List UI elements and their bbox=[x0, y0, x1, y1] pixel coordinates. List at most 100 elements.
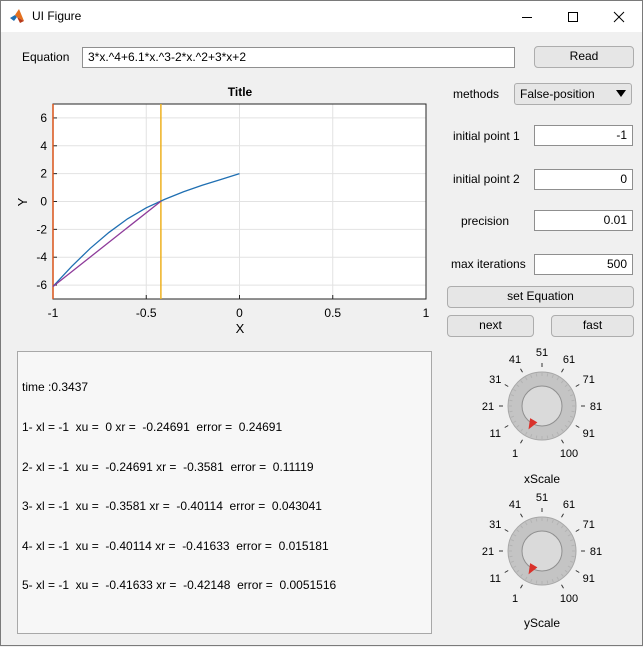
fast-button[interactable]: fast bbox=[551, 315, 634, 337]
knob-grip bbox=[556, 522, 559, 526]
initial-point-1-input[interactable]: -1 bbox=[534, 125, 633, 146]
knob-grip bbox=[570, 394, 574, 397]
iterations-log[interactable]: time :0.3437 1- xl = -1 xu = 0 xr = -0.2… bbox=[17, 351, 432, 634]
knob-grip bbox=[510, 539, 514, 542]
knob-grip bbox=[530, 434, 533, 438]
title-bar: UI Figure bbox=[1, 1, 642, 32]
knob-grip bbox=[510, 560, 514, 563]
log-line: 5- xl = -1 xu = -0.41633 xr = -0.42148 e… bbox=[22, 578, 337, 593]
knob-tick-label: 31 bbox=[489, 519, 501, 531]
y-tick-label: 4 bbox=[40, 139, 47, 153]
knob-grip bbox=[516, 424, 520, 428]
knob-grip bbox=[513, 565, 517, 568]
x-tick-label: -0.5 bbox=[136, 306, 157, 320]
yscale-label: yScale bbox=[524, 616, 560, 630]
knob-grip bbox=[560, 573, 564, 577]
knob-grip bbox=[564, 384, 568, 388]
knob-grip bbox=[546, 435, 549, 439]
knob-tick-mark bbox=[520, 439, 523, 444]
knob-tick-label: 11 bbox=[490, 428, 501, 440]
knob-tick-mark bbox=[504, 570, 509, 573]
next-button[interactable]: next bbox=[447, 315, 534, 337]
knob-grip bbox=[567, 534, 571, 537]
knob-grip bbox=[546, 373, 549, 377]
y-tick-label: -6 bbox=[36, 278, 47, 292]
minimize-button[interactable] bbox=[504, 1, 550, 32]
matlab-icon bbox=[10, 9, 24, 23]
maximize-button[interactable] bbox=[550, 1, 596, 32]
knob-grip bbox=[551, 374, 554, 378]
window-title: UI Figure bbox=[32, 9, 82, 23]
knob-tick-mark bbox=[575, 384, 580, 387]
dropdown-arrow-icon bbox=[616, 90, 626, 97]
knob-grip bbox=[567, 389, 571, 392]
methods-label: methods bbox=[453, 87, 500, 101]
knob-dial[interactable] bbox=[521, 530, 563, 572]
max-iterations-input[interactable]: 500 bbox=[534, 254, 633, 275]
knob-grip bbox=[567, 420, 571, 423]
log-line: 4- xl = -1 xu = -0.40114 xr = -0.41633 e… bbox=[22, 538, 329, 553]
equation-input[interactable]: 3*x.^4+6.1*x.^3-2*x.^2+3*x+2 bbox=[82, 47, 515, 68]
close-button[interactable] bbox=[596, 1, 642, 32]
knob-pointer-icon bbox=[528, 563, 538, 575]
y-tick-label: 6 bbox=[40, 111, 47, 125]
knob-tick-label: 100 bbox=[560, 593, 578, 605]
knob-tick-label: 61 bbox=[563, 354, 575, 366]
methods-value: False-position bbox=[520, 87, 595, 101]
knob-grip bbox=[509, 410, 513, 413]
knob-grip bbox=[530, 519, 533, 523]
knob-tick-label: 51 bbox=[536, 492, 548, 504]
knob-grip bbox=[516, 384, 520, 388]
knob-tick-label: 1 bbox=[512, 593, 518, 605]
knob-grip bbox=[510, 415, 514, 418]
read-button[interactable]: Read bbox=[534, 46, 634, 68]
knob-grip bbox=[564, 424, 568, 428]
knob-tick-label: 91 bbox=[583, 573, 595, 585]
log-line: 3- xl = -1 xu = -0.3581 xr = -0.40114 er… bbox=[22, 499, 322, 514]
initial-point-2-input[interactable]: 0 bbox=[534, 169, 633, 190]
equation-label: Equation bbox=[22, 50, 70, 64]
y-tick-label: 0 bbox=[40, 195, 47, 209]
minimize-icon bbox=[522, 17, 532, 18]
knob-tick-label: 81 bbox=[590, 546, 602, 558]
knob-grip bbox=[564, 569, 568, 573]
knob-grip bbox=[535, 435, 538, 439]
knob-grip bbox=[570, 560, 574, 563]
knob-tick-label: 41 bbox=[509, 499, 521, 511]
knob-grip bbox=[520, 525, 524, 529]
knob-tick-label: 51 bbox=[536, 347, 548, 359]
knob-grip bbox=[556, 377, 559, 381]
knob-grip bbox=[535, 518, 538, 522]
close-icon bbox=[613, 11, 625, 23]
log-line: 2- xl = -1 xu = -0.24691 xr = -0.3581 er… bbox=[22, 459, 314, 474]
knob-tick-mark bbox=[520, 513, 523, 518]
knob-grip bbox=[546, 580, 549, 584]
knob-tick-label: 100 bbox=[560, 448, 578, 460]
knob-grip bbox=[525, 431, 528, 435]
knob-grip bbox=[509, 399, 513, 402]
max-iterations-label: max iterations bbox=[451, 257, 526, 271]
methods-dropdown[interactable]: False-position bbox=[514, 83, 632, 105]
knob-tick-label: 61 bbox=[563, 499, 575, 511]
knob-grip bbox=[551, 434, 554, 438]
knob-grip bbox=[535, 580, 538, 584]
set-equation-button[interactable]: set Equation bbox=[447, 286, 634, 308]
knob-tick-label: 21 bbox=[482, 401, 494, 413]
knob-grip bbox=[570, 415, 574, 418]
precision-input[interactable]: 0.01 bbox=[534, 210, 633, 231]
plot-title: Title bbox=[228, 85, 253, 99]
knob-grip bbox=[520, 380, 524, 384]
maximize-icon bbox=[568, 12, 578, 22]
knob-dial[interactable] bbox=[521, 385, 563, 427]
knob-tick-label: 71 bbox=[583, 519, 595, 531]
knob-tick-label: 11 bbox=[490, 573, 501, 585]
knob-tick-mark bbox=[504, 384, 509, 387]
knob-tick-mark bbox=[561, 368, 564, 373]
x-tick-label: -1 bbox=[48, 306, 59, 320]
knob-grip bbox=[571, 544, 575, 547]
knob-grip bbox=[513, 534, 517, 537]
knob-grip bbox=[556, 576, 559, 580]
